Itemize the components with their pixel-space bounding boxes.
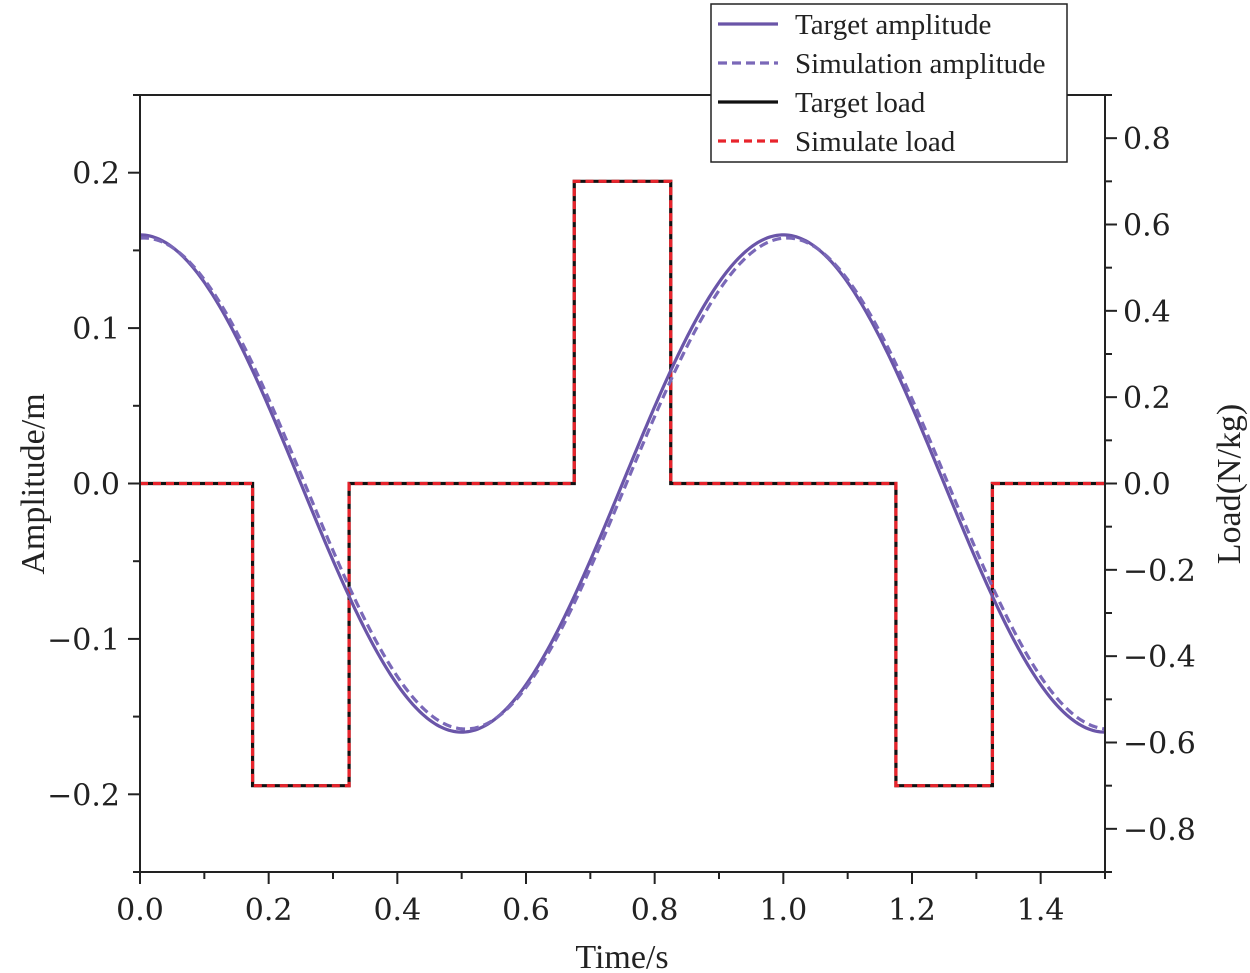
y-left-tick-label: −0.1 [47,623,120,658]
y-left-tick-label: −0.2 [47,778,120,813]
x-tick-label: 1.0 [759,893,807,928]
x-tick-label: 0.2 [245,893,293,928]
x-tick-label: 0.4 [373,893,421,928]
x-tick-label: 0.8 [631,893,679,928]
legend-box [710,3,1068,163]
y-right-tick-label: −0.6 [1123,727,1196,762]
y-right-tick-label: 0.2 [1123,381,1171,416]
y-right-tick-label: 0.4 [1123,295,1171,330]
y-axis-left-title: Amplitude/m [15,393,52,574]
legend-label: Simulation amplitude [795,48,1046,80]
x-axis-title: Time/s [575,939,668,973]
tick-layer: 0.0 0.2 0.4 0.6 0.8 1.0 1.2 1.4 0.2 0.1 0.0 −0.1 −0.… [47,94,1196,928]
y-right-tick-label: −0.2 [1123,554,1196,589]
legend-label: Simulate load [795,126,956,158]
series-line-simulate-load [140,179,1105,788]
y-right-tick-label: 0.6 [1123,209,1171,244]
x-tick-label: 1.2 [888,893,936,928]
y-right-tick-label: 0.0 [1123,468,1171,503]
y-right-tick-label: 0.8 [1123,122,1171,157]
series-layer [139,179,1106,788]
legend-label: Target load [795,87,926,119]
y-left-tick-label: 0.1 [72,312,120,347]
x-tick-label: 0.0 [116,893,164,928]
legend-label: Target amplitude [795,9,991,41]
y-right-tick-label: −0.4 [1123,640,1196,675]
y-axis-right-title: Load(N/kg) [1211,404,1248,565]
legend: Target amplitude Simulation amplitude Targ… [710,3,1068,163]
x-tick-label: 0.6 [502,893,550,928]
y-left-tick-label: 0.0 [72,468,120,503]
series-line-simulation-amplitude [139,236,1106,731]
series-line-target-amplitude [139,233,1106,734]
x-tick-label: 1.4 [1017,893,1065,928]
y-left-tick-label: 0.2 [72,157,120,192]
y-right-tick-label: −0.8 [1123,813,1196,848]
